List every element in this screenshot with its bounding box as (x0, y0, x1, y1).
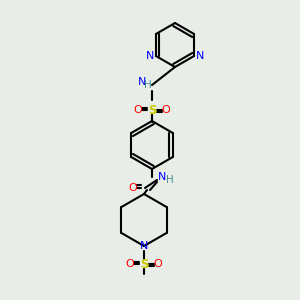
Text: N: N (140, 241, 148, 251)
Text: O: O (154, 259, 162, 269)
Text: H: H (144, 80, 152, 90)
Text: N: N (138, 77, 146, 87)
Text: H: H (166, 175, 174, 185)
Text: O: O (162, 105, 170, 115)
Text: O: O (129, 183, 137, 193)
Text: O: O (126, 259, 134, 269)
Text: N: N (196, 51, 204, 61)
Text: N: N (146, 51, 154, 61)
Text: S: S (140, 257, 148, 271)
Text: O: O (134, 105, 142, 115)
Text: S: S (148, 103, 156, 116)
Text: N: N (158, 172, 166, 182)
